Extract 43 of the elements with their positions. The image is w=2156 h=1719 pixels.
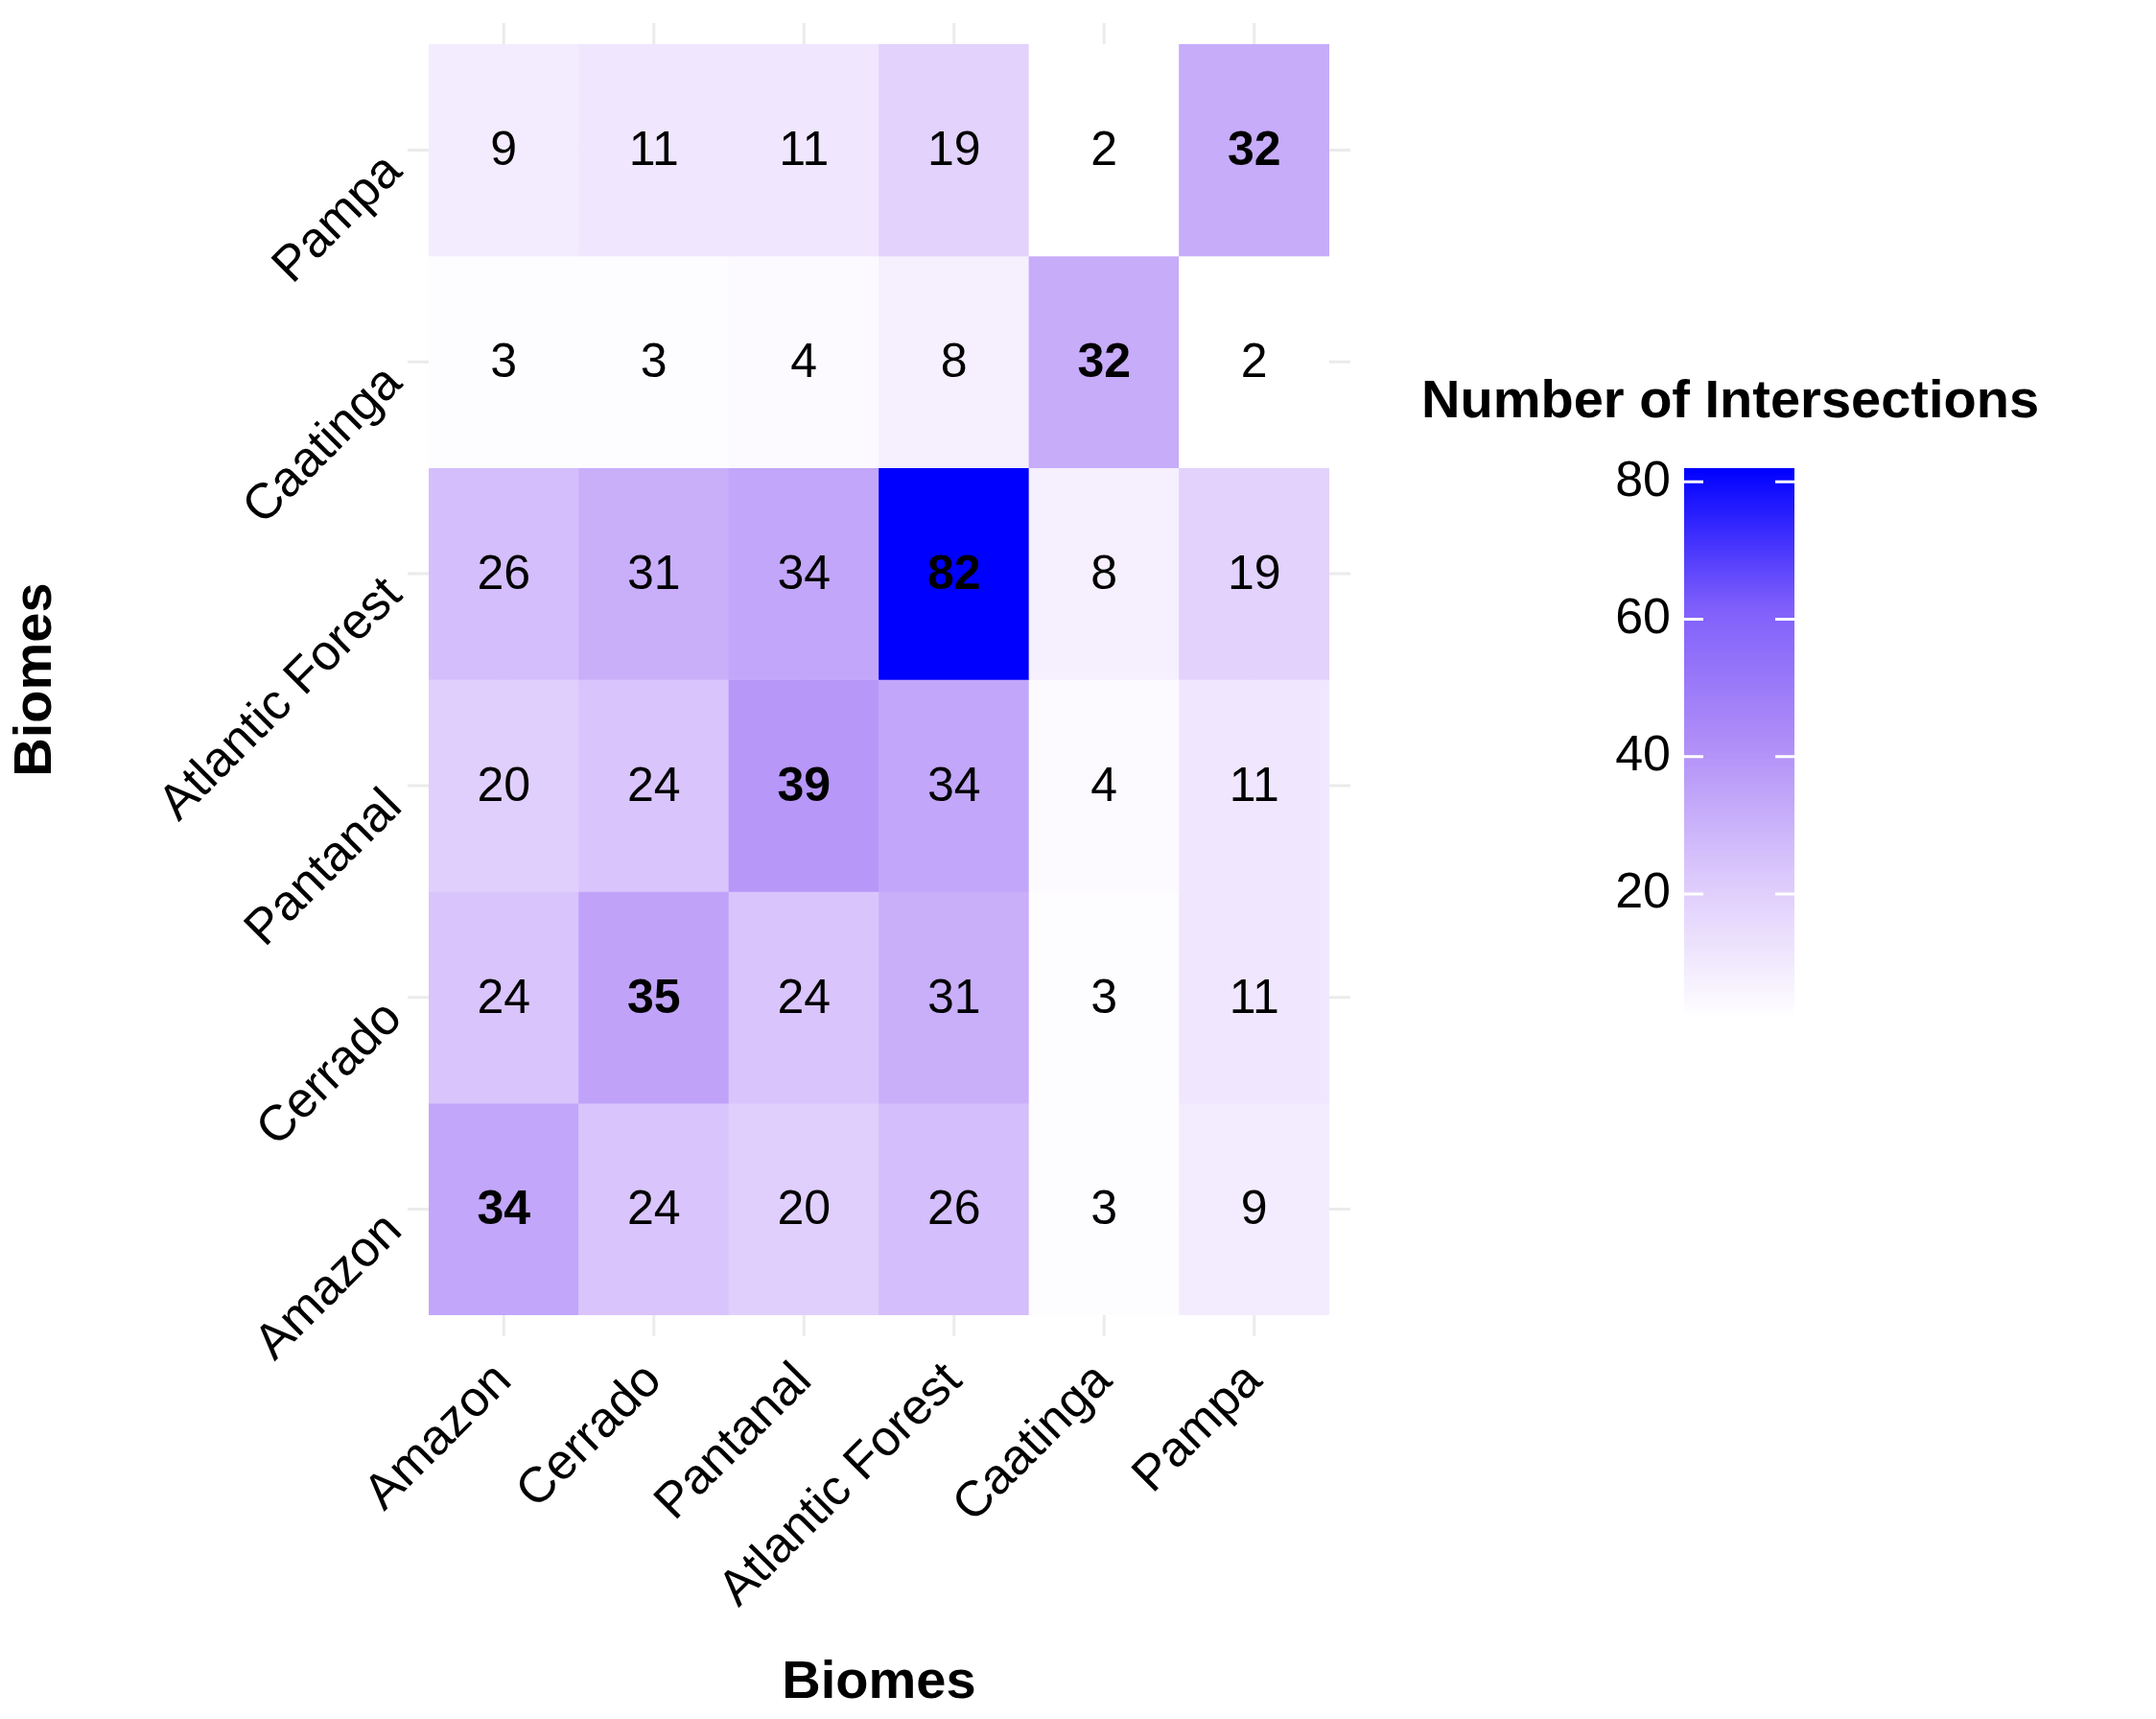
data-label: 39 [777, 757, 832, 812]
color-bar-label: 80 [1615, 450, 1671, 506]
data-label: 31 [626, 545, 681, 600]
color-bar-label: 40 [1615, 725, 1671, 782]
data-label: 24 [626, 1181, 681, 1236]
data-label: 20 [777, 1181, 832, 1236]
data-label: 20 [477, 757, 531, 812]
color-bar-label: 60 [1615, 587, 1671, 644]
legend-title: Number of Intersections [1421, 368, 2040, 430]
data-label: 11 [1229, 969, 1279, 1024]
data-label: 3 [490, 334, 518, 389]
data-label: 4 [790, 334, 818, 389]
data-label: 34 [477, 1181, 531, 1236]
data-label: 9 [1240, 1181, 1268, 1236]
data-label: 32 [1077, 334, 1132, 389]
data-label: 4 [1090, 757, 1118, 812]
data-label: 2 [1090, 122, 1118, 177]
data-label: 11 [628, 122, 679, 177]
data-label: 8 [1090, 545, 1118, 600]
data-label: 32 [1227, 122, 1281, 177]
data-label: 3 [1090, 969, 1118, 1024]
data-label: 24 [626, 757, 681, 812]
x-axis-title: Biomes [782, 1648, 976, 1709]
data-label: 3 [640, 334, 668, 389]
data-label: 31 [926, 969, 981, 1024]
data-label: 26 [477, 545, 531, 600]
data-label: 34 [777, 545, 832, 600]
data-label: 9 [490, 122, 518, 177]
data-label: 19 [926, 122, 981, 177]
data-label: 35 [626, 969, 681, 1024]
data-label: 11 [1229, 757, 1279, 812]
data-label: 2 [1240, 334, 1268, 389]
data-label: 24 [777, 969, 832, 1024]
data-label: 3 [1090, 1181, 1118, 1236]
data-label: 82 [926, 545, 981, 600]
y-axis-title: Biomes [2, 582, 63, 777]
data-label: 26 [926, 1181, 981, 1236]
data-label: 34 [926, 757, 981, 812]
data-label: 19 [1227, 545, 1281, 600]
color-bar-label: 20 [1615, 862, 1671, 919]
data-label: 24 [477, 969, 531, 1024]
data-label: 11 [779, 122, 830, 177]
data-label: 8 [940, 334, 968, 389]
